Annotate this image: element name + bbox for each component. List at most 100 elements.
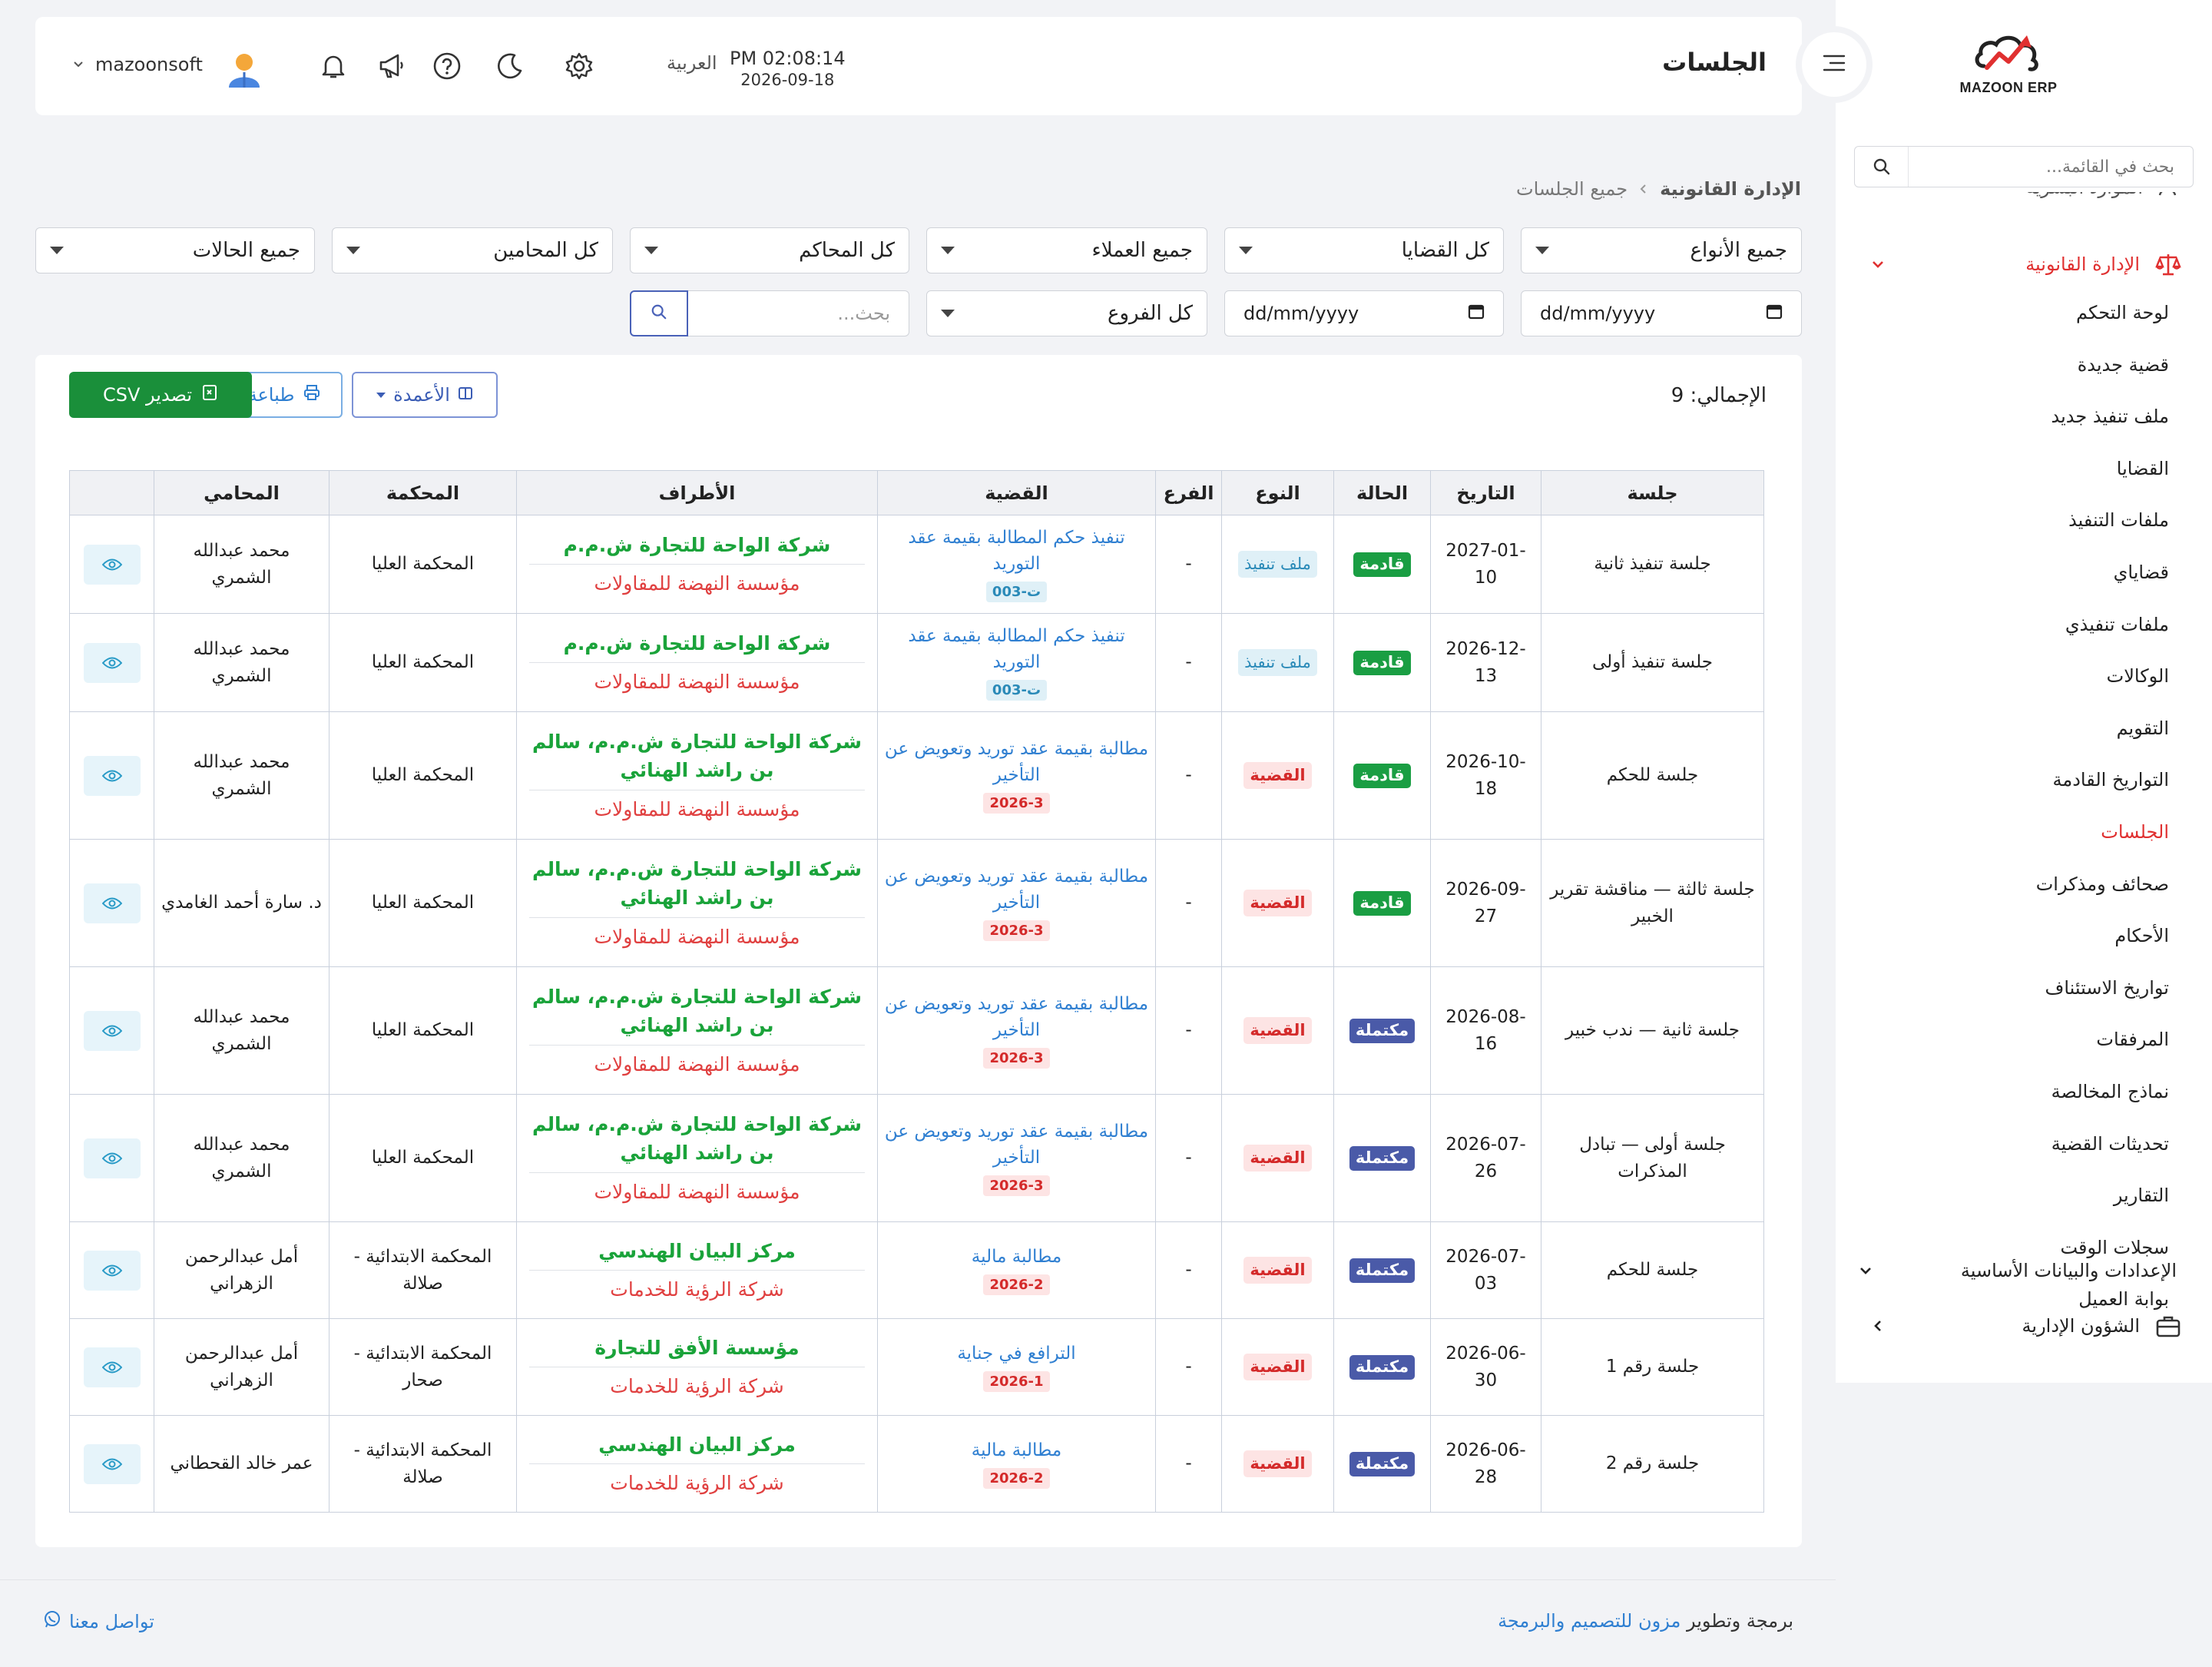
date-to-input[interactable]: dd/mm/yyyy (1224, 290, 1504, 336)
party-plaintiff[interactable]: شركة الواحة للتجارة ش.م.م (529, 526, 865, 565)
user-menu[interactable]: mazoonsoft (72, 54, 203, 75)
search-button[interactable] (630, 290, 688, 336)
columns-button[interactable]: الأعمدة (352, 372, 498, 418)
language-switch[interactable]: العربية (667, 52, 717, 74)
sidebar-group-admin[interactable]: الشؤون الإدارية (1836, 1303, 2212, 1349)
case-link[interactable]: مطالبة بقيمة عقد توريد وتعويض عن التأخير (884, 866, 1149, 913)
sidebar-item[interactable]: الوكالات (2106, 665, 2169, 687)
sidebar-item[interactable]: الجلسات (2101, 821, 2169, 843)
sidebar-search-input[interactable] (1909, 147, 2193, 187)
col-header[interactable]: المحكمة (329, 470, 517, 515)
filter-courts[interactable]: كل المحاكم (630, 227, 909, 273)
sidebar-item[interactable]: بوابة العميل (2078, 1288, 2169, 1310)
view-button[interactable] (83, 642, 141, 683)
case-link[interactable]: مطالبة بقيمة عقد توريد وتعويض عن التأخير (884, 738, 1149, 786)
case-link[interactable]: تنفيذ حكم المطالبة بقيمة عقد التوريد (908, 625, 1125, 673)
view-button[interactable] (83, 755, 141, 796)
sidebar-toggle-button[interactable] (1802, 32, 1866, 97)
sidebar-item[interactable]: ملفات التنفيذ (2068, 509, 2169, 531)
sidebar-item[interactable]: نماذج المخالصة (2051, 1081, 2169, 1102)
view-button[interactable] (83, 1138, 141, 1178)
calendar-icon[interactable] (1468, 303, 1485, 324)
view-button[interactable] (83, 1347, 141, 1387)
party-plaintiff[interactable]: شركة الواحة للتجارة ش.م.م، سالم بن راشد … (529, 850, 865, 918)
sidebar-item[interactable]: قضية جديدة (2077, 354, 2169, 376)
sidebar-item[interactable]: المرفقات (2096, 1029, 2169, 1050)
credit-brand-link[interactable]: مزون للتصميم والبرمجة (1498, 1610, 1681, 1632)
case-link[interactable]: الترافع في جناية (957, 1344, 1076, 1364)
sidebar-search[interactable] (1854, 146, 2194, 187)
party-plaintiff[interactable]: مركز البيان الهندسي (529, 1232, 865, 1271)
sidebar-item[interactable]: الأحكام (2114, 925, 2169, 946)
bell-icon[interactable] (315, 48, 352, 85)
sidebar-item[interactable]: تواريخ الاستئناف (2045, 977, 2169, 999)
col-header[interactable]: جلسة (1541, 470, 1764, 515)
party-plaintiff[interactable]: مؤسسة الأفق للتجارة (529, 1329, 865, 1367)
moon-icon[interactable] (492, 48, 528, 85)
party-plaintiff[interactable]: شركة الواحة للتجارة ش.م.م، سالم بن راشد … (529, 723, 865, 790)
party-defendant[interactable]: شركة الرؤية للخدمات (610, 1375, 784, 1397)
party-defendant[interactable]: مؤسسة النهضة للمقاولات (594, 1052, 800, 1075)
party-plaintiff[interactable]: شركة الواحة للتجارة ش.م.م، سالم بن راشد … (529, 1105, 865, 1173)
party-defendant[interactable]: مؤسسة النهضة للمقاولات (594, 1180, 800, 1203)
case-link[interactable]: تنفيذ حكم المطالبة بقيمة عقد التوريد (908, 527, 1125, 575)
case-link[interactable]: مطالبة بقيمة عقد توريد وتعويض عن التأخير (884, 993, 1149, 1041)
filter-branches[interactable]: كل الفروع (926, 290, 1207, 336)
breadcrumb-parent[interactable]: الإدارة القانونية (1660, 178, 1801, 200)
sidebar-item[interactable]: ملفات تنفيذي (2065, 614, 2169, 635)
sidebar-item[interactable]: التقارير (2113, 1185, 2169, 1206)
date-from-input[interactable]: dd/mm/yyyy (1521, 290, 1802, 336)
search-input[interactable]: بحث... (688, 290, 909, 336)
case-link[interactable]: مطالبة بقيمة عقد توريد وتعويض عن التأخير (884, 1121, 1149, 1168)
col-header[interactable]: القضية (877, 470, 1156, 515)
col-header[interactable]: المحامي (154, 470, 329, 515)
party-plaintiff[interactable]: شركة الواحة للتجارة ش.م.م، سالم بن راشد … (529, 978, 865, 1046)
col-header[interactable]: التاريخ (1430, 470, 1541, 515)
help-icon[interactable] (429, 48, 465, 85)
view-button[interactable] (83, 1010, 141, 1051)
export-csv-button[interactable]: تصدير CSV (69, 372, 252, 418)
party-plaintiff[interactable]: مركز البيان الهندسي (529, 1426, 865, 1464)
sidebar-group-legal[interactable]: الإدارة القانونية (1836, 241, 2212, 287)
view-button[interactable] (83, 1250, 141, 1291)
sidebar-item[interactable]: لوحة التحكم (2076, 302, 2169, 323)
sidebar-group-hr[interactable]: الموارد البشرية (1843, 192, 2181, 203)
sidebar-item[interactable]: التواريخ القادمة (2052, 769, 2169, 790)
view-button[interactable] (83, 544, 141, 585)
col-header[interactable]: الحالة (1333, 470, 1431, 515)
col-header[interactable]: الفرع (1155, 470, 1222, 515)
megaphone-icon[interactable] (373, 48, 410, 85)
party-plaintiff[interactable]: شركة الواحة للتجارة ش.م.م (529, 625, 865, 663)
avatar[interactable] (224, 49, 264, 89)
sidebar-item[interactable]: صحائف ومذكرات (2035, 873, 2169, 895)
col-header[interactable]: الأطراف (516, 470, 878, 515)
app-logo[interactable]: MAZOON ERP (1943, 31, 2074, 108)
sidebar-item[interactable]: التقويم (2116, 718, 2169, 739)
view-button[interactable] (83, 1443, 141, 1484)
filter-cases[interactable]: كل القضايا (1224, 227, 1504, 273)
party-defendant[interactable]: مؤسسة النهضة للمقاولات (594, 925, 800, 948)
filter-lawyers[interactable]: كل المحامين (332, 227, 613, 273)
party-defendant[interactable]: مؤسسة النهضة للمقاولات (594, 797, 800, 820)
party-defendant[interactable]: شركة الرؤية للخدمات (610, 1278, 784, 1301)
sidebar-item[interactable]: ملف تنفيذ جديد (2051, 406, 2169, 427)
contact-link[interactable]: تواصل معنا (43, 1610, 154, 1633)
case-link[interactable]: مطالبة مالية (971, 1440, 1062, 1460)
filter-types[interactable]: جميع الأنواع (1521, 227, 1802, 273)
view-button[interactable] (83, 883, 141, 923)
search-icon[interactable] (1855, 147, 1909, 187)
col-header[interactable]: النوع (1221, 470, 1334, 515)
sidebar-item[interactable]: قضاياي (2113, 562, 2169, 583)
filter-statuses[interactable]: جميع الحالات (35, 227, 315, 273)
sidebar-item[interactable]: القضايا (2116, 458, 2169, 479)
sidebar-item[interactable]: سجلات الوقت (2060, 1237, 2169, 1258)
party-defendant[interactable]: مؤسسة النهضة للمقاولات (594, 671, 800, 693)
sidebar-item[interactable]: تحديثات القضية (2051, 1133, 2169, 1155)
sidebar-group-settings[interactable]: الإعدادات والبيانات الأساسية (1836, 1248, 2212, 1294)
calendar-icon[interactable] (1766, 303, 1783, 324)
filter-clients[interactable]: جميع العملاء (926, 227, 1207, 273)
settings-icon[interactable] (561, 48, 598, 85)
case-link[interactable]: مطالبة مالية (971, 1247, 1062, 1267)
party-defendant[interactable]: مؤسسة النهضة للمقاولات (594, 572, 800, 595)
party-defendant[interactable]: شركة الرؤية للخدمات (610, 1472, 784, 1494)
